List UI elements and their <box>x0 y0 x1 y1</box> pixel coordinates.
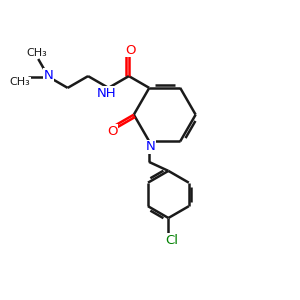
Text: Cl: Cl <box>165 234 178 247</box>
Text: CH₃: CH₃ <box>9 77 30 87</box>
Text: CH₃: CH₃ <box>26 47 47 58</box>
Text: N: N <box>146 140 156 153</box>
Text: N: N <box>44 69 53 82</box>
Text: O: O <box>125 44 136 57</box>
Text: O: O <box>107 124 118 137</box>
Text: NH: NH <box>97 87 117 100</box>
